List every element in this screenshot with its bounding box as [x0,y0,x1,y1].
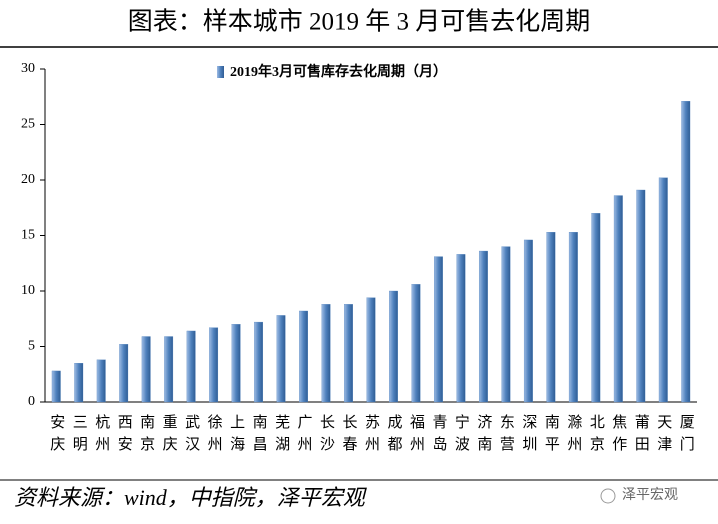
x-tick-label: 宁波 [453,414,470,458]
bar [658,177,668,403]
x-tick-label: 南昌 [251,414,268,458]
x-tick-label: 深圳 [520,414,537,458]
bar [568,232,578,403]
y-tick-label: 20 [21,172,35,187]
bar [389,290,398,403]
x-tick-label: 武汉 [183,414,200,458]
bar [276,315,286,403]
bar [344,304,353,403]
x-tick-label: 三明 [71,414,88,458]
bar [636,189,646,403]
bar [321,304,331,403]
x-tick-label: 北京 [588,414,605,458]
y-tick-label: 30 [21,61,35,76]
x-tick-label: 成都 [385,414,402,458]
x-tick-label: 莆田 [633,414,650,458]
x-tick-label: 上海 [228,414,245,458]
x-tick-label: 福州 [408,414,425,458]
y-tick-label: 0 [28,394,35,409]
x-tick-label: 长沙 [318,414,335,458]
x-tick-label: 广州 [296,414,313,458]
bar [546,232,556,403]
x-tick-label: 苏州 [363,414,380,458]
legend-swatch [217,66,224,78]
chart-title: 图表：样本城市 2019 年 3 月可售去化周期 [128,8,591,36]
x-tick-label: 徐州 [206,414,223,458]
bar [434,256,443,403]
bar [186,330,196,403]
bar [119,344,129,403]
x-tick-label: 济南 [475,414,492,458]
x-tick-label: 长春 [341,414,358,458]
x-tick-label: 焦作 [610,414,627,458]
bar [613,195,623,403]
bar [523,239,533,403]
x-tick-label: 芜湖 [273,414,290,458]
x-tick-label: 南京 [138,414,155,458]
bar [299,310,308,403]
source: 资料来源：wind，中指院，泽平宏观 [14,485,368,510]
bar [501,246,511,403]
bar [411,284,421,403]
x-tick-label: 天津 [655,414,672,458]
bar [681,101,691,403]
x-tick-label: 安庆 [48,414,65,458]
x-tick-label: 杭州 [93,414,110,458]
bar [96,359,106,403]
bar [478,250,488,403]
x-tick-label: 滁州 [565,414,582,458]
bar [591,213,601,403]
bar [366,297,376,403]
x-tick-label: 重庆 [161,414,178,458]
y-tick-label: 5 [28,339,35,354]
bar [231,324,241,403]
bar [209,327,219,403]
y-tick-label: 10 [21,283,35,298]
y-tick-label: 25 [21,117,35,132]
x-tick-label: 西安 [116,414,133,458]
x-tick-label: 厦门 [678,414,695,458]
y-tick-label: 15 [21,228,35,243]
watermark: 泽平宏观 [622,487,678,503]
x-tick-label: 南平 [543,414,560,458]
bar [164,336,174,403]
bar [141,336,151,403]
x-tick-label: 东营 [498,414,515,458]
bar [456,254,466,403]
legend-label: 2019年3月可售库存去化周期（月） [230,63,447,80]
bar [254,321,264,403]
bar [74,362,84,403]
bar [51,370,61,403]
watermark-icon [600,488,616,504]
x-tick-label: 青岛 [430,414,447,458]
